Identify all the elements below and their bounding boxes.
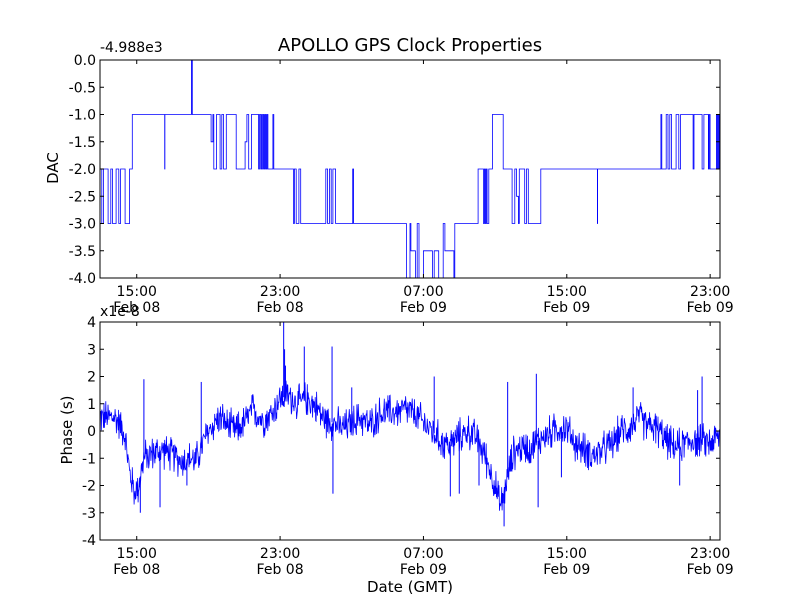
phase-x-tick-time: 07:00 xyxy=(403,546,443,562)
dac-x-tick-time: 07:00 xyxy=(403,284,443,300)
phase-ylabel: Phase (s) xyxy=(58,395,76,464)
dac-offset-label: -4.988e3 xyxy=(100,40,163,56)
phase-x-tick-date: Feb 09 xyxy=(543,562,590,578)
dac-y-tick-label: -0.5 xyxy=(69,80,96,96)
dac-x-tick-time: 23:00 xyxy=(690,284,730,300)
phase-y-tick-label: 3 xyxy=(87,342,96,358)
dac-x-tick-date: Feb 09 xyxy=(687,300,734,316)
phase-x-tick-date: Feb 09 xyxy=(687,562,734,578)
phase-series-line xyxy=(100,380,720,511)
dac-y-tick-label: -2.5 xyxy=(69,189,96,205)
dac-x-tick-date: Feb 09 xyxy=(543,300,590,316)
dac-panel: -4.988e3 DAC 0.0 -0.5 -1.0 -1.5 -2.0 -2.5 -3.0… xyxy=(44,40,734,316)
dac-y-tick-label: -3.5 xyxy=(69,244,96,260)
dac-x-tick-time: 15:00 xyxy=(117,284,157,300)
x-axis-label: Date (GMT) xyxy=(367,578,453,596)
phase-y-tick-label: -1 xyxy=(82,451,96,467)
dac-x-tick-date: Feb 08 xyxy=(113,300,160,316)
phase-y-tick-label: 2 xyxy=(87,370,96,386)
dac-x-tick-date: Feb 09 xyxy=(400,300,447,316)
phase-plot-area xyxy=(100,322,720,527)
phase-y-tick-label: 0 xyxy=(87,424,96,440)
dac-y-tick-label: -4.0 xyxy=(69,271,96,287)
phase-y-tick-label: 1 xyxy=(87,397,96,413)
phase-x-tick-time: 15:00 xyxy=(117,546,157,562)
phase-x-tick-date: Feb 08 xyxy=(113,562,160,578)
dac-x-tick-date: Feb 08 xyxy=(257,300,304,316)
dac-y-tick-label: -2.0 xyxy=(69,162,96,178)
phase-y-tick-label: 4 xyxy=(87,315,96,331)
dac-ylabel: DAC xyxy=(44,152,62,184)
phase-y-tick-label: -2 xyxy=(82,479,96,495)
phase-x-tick-time: 23:00 xyxy=(260,546,300,562)
figure-title: APOLLO GPS Clock Properties xyxy=(278,35,542,56)
dac-x-tick-time: 15:00 xyxy=(547,284,587,300)
phase-y-tick-label: -3 xyxy=(82,506,96,522)
dac-y-tick-label: -3.0 xyxy=(69,217,96,233)
phase-x-tick-date: Feb 09 xyxy=(400,562,447,578)
phase-offset-label: x1e-8 xyxy=(100,304,140,320)
phase-x-tick-time: 15:00 xyxy=(547,546,587,562)
dac-series-line xyxy=(100,60,720,278)
dac-y-tick-label: 0.0 xyxy=(74,53,96,69)
dac-y-tick-label: -1.0 xyxy=(69,108,96,124)
phase-x-tick-date: Feb 08 xyxy=(257,562,304,578)
dac-x-tick-time: 23:00 xyxy=(260,284,300,300)
dac-y-tick-label: -1.5 xyxy=(69,135,96,151)
dac-plot-area xyxy=(100,60,720,278)
phase-x-tick-time: 23:00 xyxy=(690,546,730,562)
phase-y-tick-label: -4 xyxy=(82,533,96,549)
